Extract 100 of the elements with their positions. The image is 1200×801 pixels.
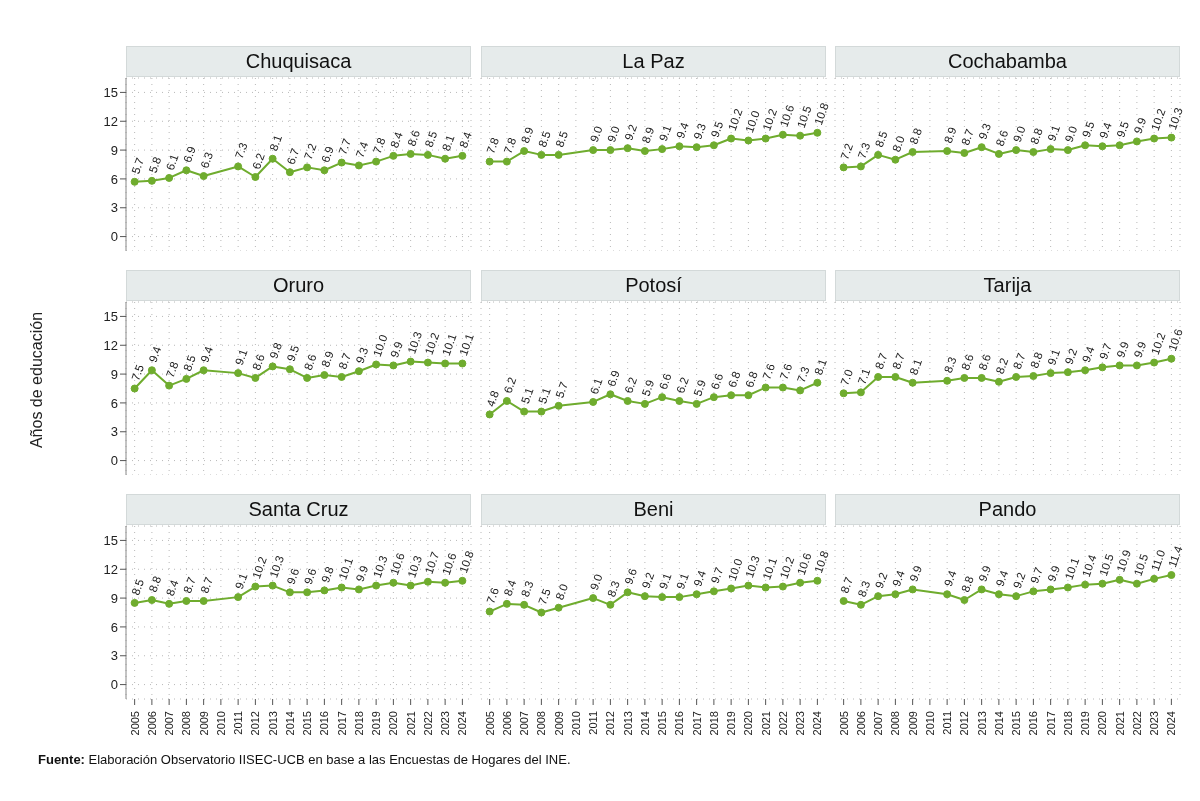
point xyxy=(320,586,329,595)
point xyxy=(744,391,753,400)
data-label: 6.2 xyxy=(673,375,691,395)
point xyxy=(891,372,900,381)
data-label: 6.7 xyxy=(284,146,302,166)
data-label: 8.7 xyxy=(336,351,353,371)
point xyxy=(406,149,415,158)
data-label: 6.6 xyxy=(656,371,674,391)
point xyxy=(423,358,432,367)
y-tick-label: 3 xyxy=(110,200,118,216)
data-label: 7.6 xyxy=(484,586,501,606)
data-label: 7.6 xyxy=(777,362,795,382)
data-label: 9.4 xyxy=(1079,344,1097,364)
point xyxy=(1115,361,1124,370)
point xyxy=(372,360,381,369)
data-label: 10.3 xyxy=(267,554,287,580)
point xyxy=(856,162,865,171)
y-tick-label: 0 xyxy=(110,229,118,245)
x-tick-label: 2011 xyxy=(232,711,245,735)
point xyxy=(994,377,1003,386)
point xyxy=(372,581,381,590)
point xyxy=(709,393,718,402)
data-label: 10.0 xyxy=(370,333,390,359)
point xyxy=(856,388,865,397)
point xyxy=(285,168,294,177)
point xyxy=(1063,146,1072,155)
chart-title: Chuquisaca xyxy=(126,46,471,77)
point xyxy=(337,372,346,381)
point xyxy=(1115,575,1124,584)
y-axis-title: Años de educación xyxy=(28,310,46,451)
point xyxy=(423,150,432,159)
point xyxy=(268,362,277,371)
point xyxy=(234,593,243,602)
point xyxy=(606,600,615,609)
data-label: 8.3 xyxy=(855,579,873,599)
x-tick-label: 2010 xyxy=(923,711,936,736)
x-tick-label: 2008 xyxy=(180,711,193,736)
point xyxy=(675,396,684,405)
data-label: 6.8 xyxy=(725,369,743,389)
x-tick-label: 2015 xyxy=(656,711,669,736)
point xyxy=(458,359,467,368)
data-label: 10.9 xyxy=(1114,548,1134,574)
data-label: 8.4 xyxy=(387,129,405,150)
x-tick-label: 2015 xyxy=(1010,711,1023,736)
data-label: 8.7 xyxy=(958,127,976,147)
point xyxy=(1132,579,1141,588)
chart-title: Potosí xyxy=(481,270,826,301)
data-label: 8.9 xyxy=(941,125,959,145)
data-label: 9.1 xyxy=(232,347,250,367)
data-label: 9.4 xyxy=(673,120,691,140)
point xyxy=(165,599,174,608)
data-label: 9.2 xyxy=(639,570,657,590)
data-label: 6.8 xyxy=(742,369,760,389)
point xyxy=(537,608,546,617)
y-tick-label: 12 xyxy=(103,337,118,353)
point xyxy=(692,590,701,599)
data-label: 9.7 xyxy=(1096,341,1114,362)
point xyxy=(1081,141,1090,150)
point xyxy=(502,157,511,166)
point xyxy=(320,371,329,380)
point xyxy=(1167,354,1176,363)
data-label: 11.4 xyxy=(1165,543,1185,569)
data-label: 8.7 xyxy=(838,575,855,595)
x-tick-label: 2012 xyxy=(958,711,971,736)
data-label: 8.4 xyxy=(501,577,519,598)
point xyxy=(813,576,822,585)
x-tick-label: 2012 xyxy=(604,711,617,736)
point xyxy=(977,585,986,594)
data-label: 10.1 xyxy=(760,556,780,582)
data-label: 9.9 xyxy=(387,339,405,360)
point xyxy=(441,359,450,368)
point xyxy=(389,361,398,370)
point xyxy=(199,172,208,181)
point xyxy=(1132,137,1141,146)
data-label: 10.6 xyxy=(439,551,459,577)
data-label: 10.3 xyxy=(1165,106,1185,132)
point xyxy=(692,143,701,152)
data-label: 8.5 xyxy=(129,577,146,597)
point xyxy=(485,157,494,166)
point xyxy=(1063,583,1072,592)
x-tick-label: 2012 xyxy=(249,711,262,736)
data-label: 8.9 xyxy=(639,125,657,145)
point xyxy=(1150,358,1159,367)
data-label: 7.6 xyxy=(760,362,777,382)
data-label: 9.9 xyxy=(1114,339,1131,360)
data-label: 6.2 xyxy=(249,151,267,171)
data-label: 6.3 xyxy=(198,150,215,170)
x-tick-label: 2014 xyxy=(992,711,1005,736)
data-label: 8.6 xyxy=(958,352,976,372)
point xyxy=(1098,142,1107,151)
data-label: 9.1 xyxy=(656,123,674,143)
data-label: 9.0 xyxy=(604,124,622,144)
data-label: 8.5 xyxy=(180,353,198,373)
data-label: 9.1 xyxy=(1045,347,1062,367)
point xyxy=(943,147,952,156)
data-label: 10.3 xyxy=(742,554,762,580)
data-label: 9.1 xyxy=(673,571,691,591)
point xyxy=(354,585,363,594)
data-label: 8.6 xyxy=(993,128,1011,148)
point xyxy=(1063,368,1072,377)
